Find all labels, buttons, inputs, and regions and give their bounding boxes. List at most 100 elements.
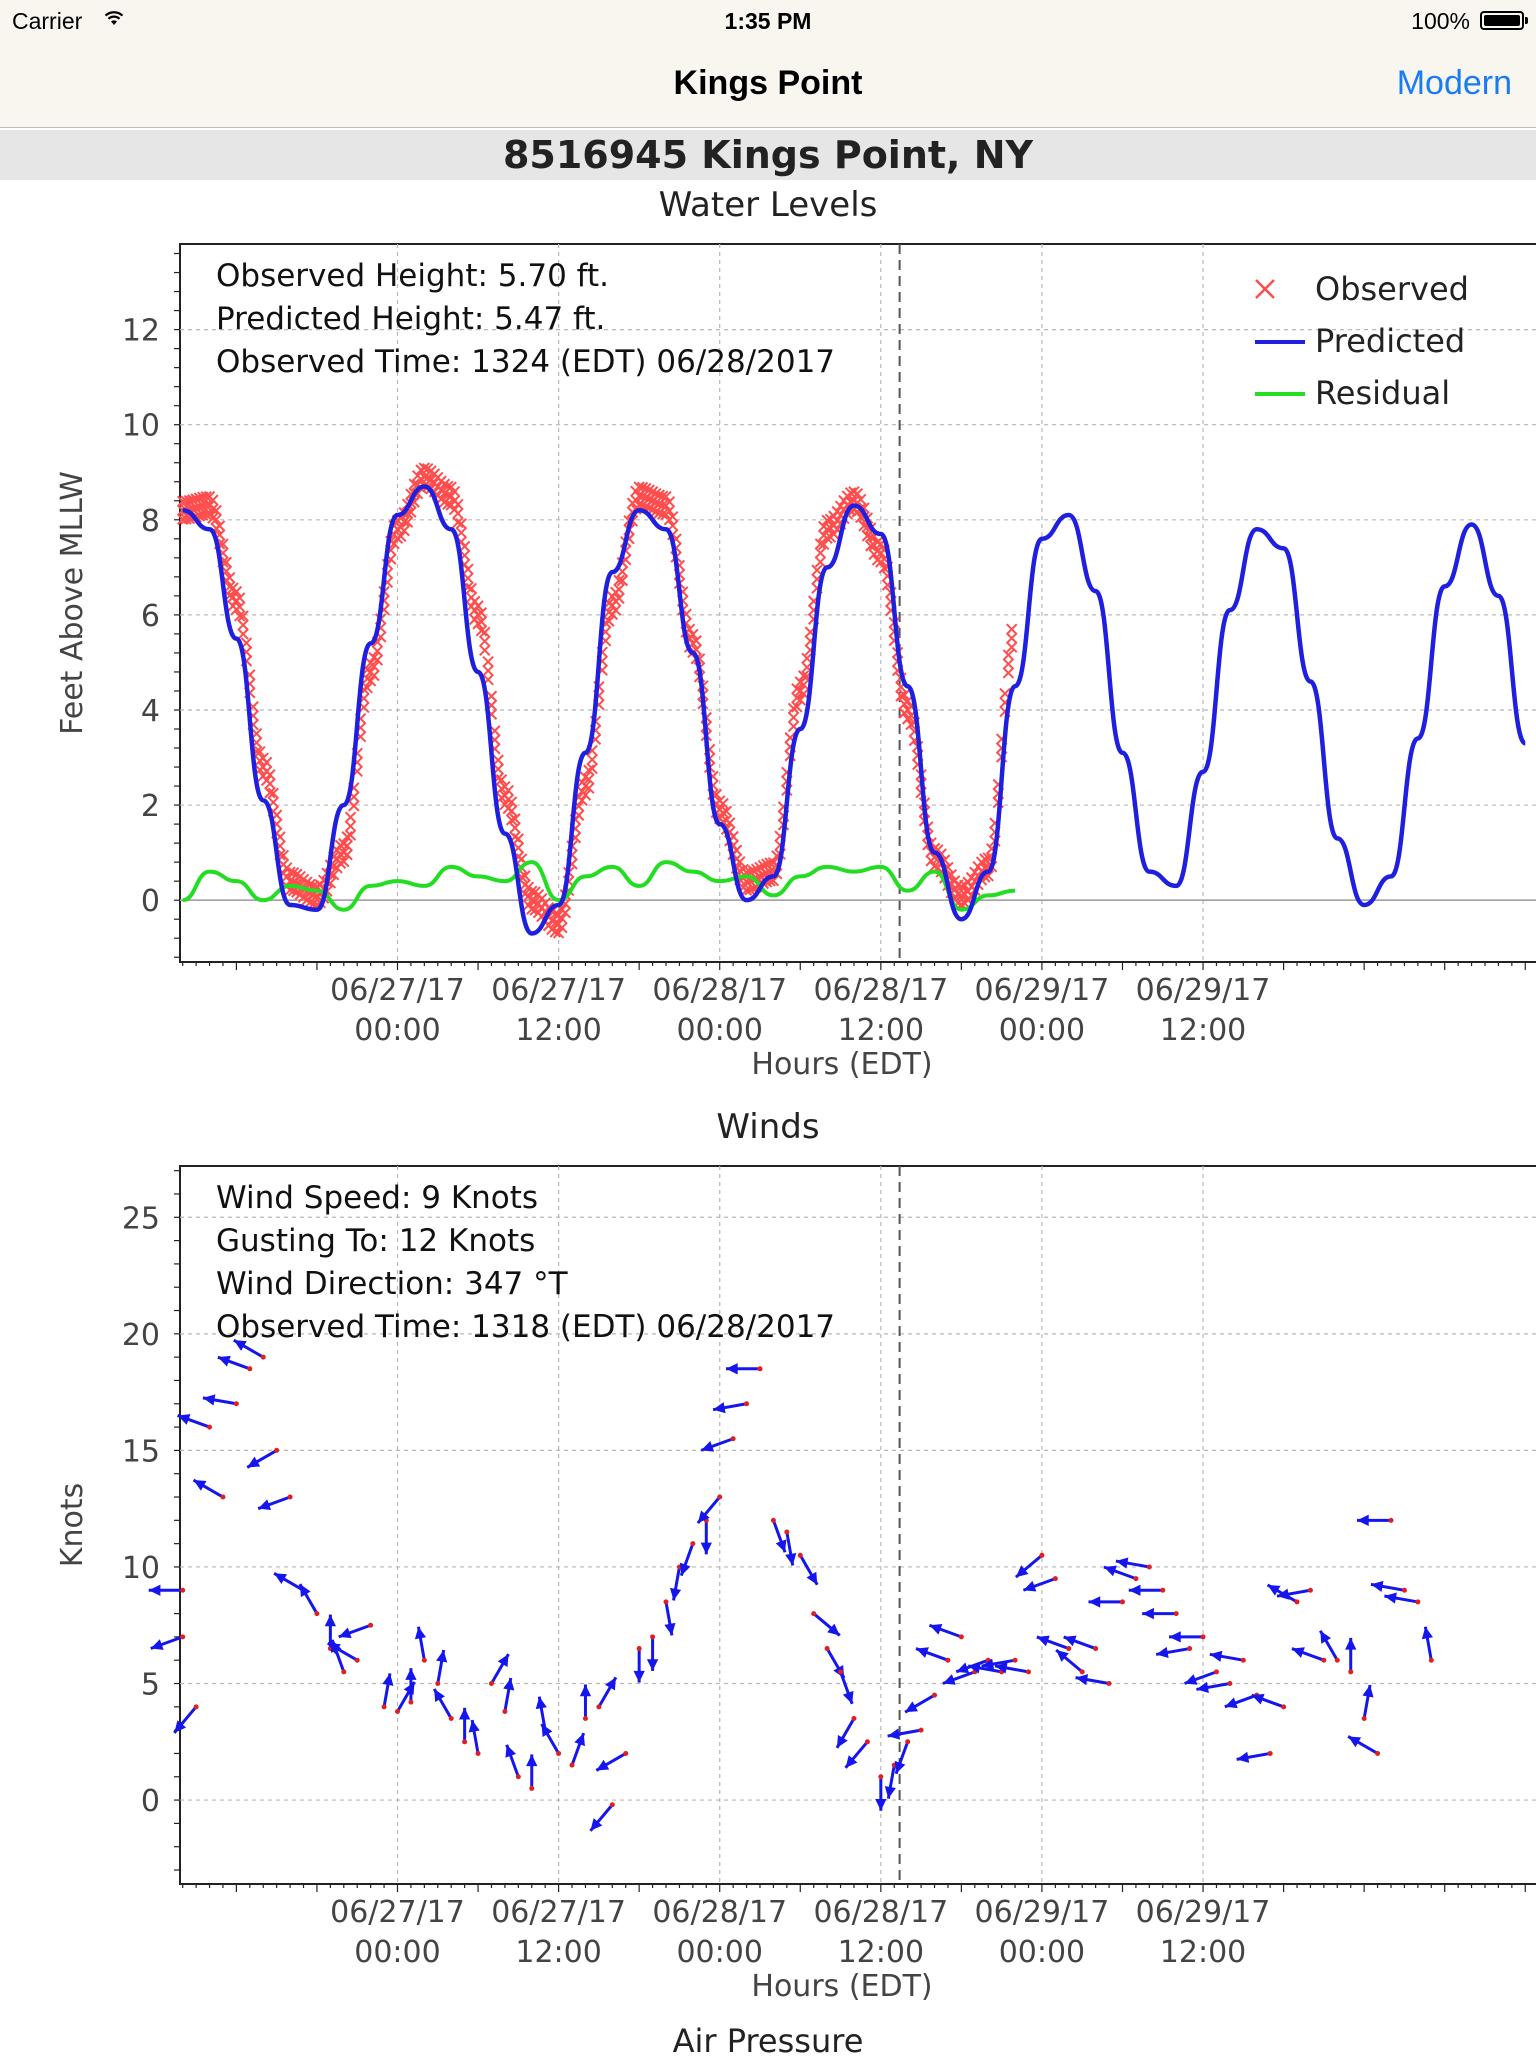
wind-arrow-tail <box>354 1657 360 1663</box>
wind-arrow-head <box>434 1689 445 1703</box>
observed-point <box>556 913 568 925</box>
wind-arrow-tail <box>462 1739 468 1745</box>
observed-point <box>519 870 531 882</box>
wind-arrow-tail <box>623 1750 629 1756</box>
observed-point <box>334 857 347 869</box>
wind-arrow-head <box>775 1539 787 1553</box>
wind-arrow-head <box>956 1662 970 1674</box>
observed-point <box>475 607 488 619</box>
observed-point <box>495 773 508 786</box>
wind-arrow-tail <box>1227 1681 1233 1687</box>
observed-point <box>230 585 243 598</box>
wind-arrow-head <box>981 1658 995 1670</box>
wind-x-tick-label: 06/28/17 <box>813 1895 948 1930</box>
wind-x-tick-label: 06/28/17 <box>652 1895 787 1930</box>
observed-point <box>1002 649 1015 661</box>
wind-x-tick-label: 00:00 <box>999 1935 1085 1970</box>
observed-point <box>234 601 246 613</box>
observed-point <box>234 610 246 622</box>
wind-x-tick-label: 06/27/17 <box>491 1895 626 1930</box>
wind-y-tick-label: 10 <box>122 1551 160 1586</box>
observed-point <box>341 849 353 861</box>
wind-arrow-tail <box>1307 1587 1313 1593</box>
wind-arrow-head <box>497 1654 509 1668</box>
wind-arrow-head <box>942 1674 956 1685</box>
wind-arrow-tail <box>529 1785 535 1791</box>
wind-arrow-tail <box>180 1587 186 1593</box>
observed-point <box>341 840 353 852</box>
wind-arrow-tail <box>918 1727 924 1733</box>
observed-point <box>794 694 806 706</box>
wind-arrow-head <box>1276 1588 1290 1600</box>
wind-arrow-head <box>605 1677 616 1691</box>
modern-button[interactable]: Modern <box>1396 64 1512 102</box>
observed-point <box>787 711 800 724</box>
wind-arrow-head <box>1075 1674 1089 1686</box>
observed-point <box>344 820 357 832</box>
water-y-tick-label: 10 <box>122 409 160 444</box>
observed-point <box>663 496 676 508</box>
wind-arrow-head <box>929 1623 943 1635</box>
observed-point <box>586 753 598 766</box>
wind-info-line: Observed Time: 1318 (EDT) 06/28/2017 <box>216 1309 835 1345</box>
observed-point <box>854 493 867 506</box>
wind-arrow-tail <box>932 1692 938 1698</box>
wind-arrow-head <box>382 1673 394 1686</box>
wind-arrow-head <box>884 1786 896 1799</box>
wind-arrow-head <box>905 1701 919 1713</box>
wind-arrow-tail <box>905 1739 911 1745</box>
wind-arrow-head <box>1142 1607 1154 1620</box>
observed-point <box>371 654 384 666</box>
observed-point <box>452 498 464 511</box>
observed-point <box>821 523 833 536</box>
water-x-axis-label: Hours (EDT) <box>751 1047 932 1082</box>
observed-point <box>717 797 729 810</box>
observed-point <box>667 511 679 523</box>
observed-point <box>442 498 454 510</box>
wind-arrow-head <box>1115 1557 1129 1569</box>
observed-point <box>1002 658 1015 670</box>
wind-arrow-tail <box>784 1529 790 1535</box>
wind-arrow-tail <box>1388 1517 1394 1523</box>
observed-point <box>636 481 649 494</box>
wind-arrow-head <box>405 1668 417 1680</box>
observed-point <box>364 675 377 687</box>
wind-x-tick-label: 12:00 <box>838 1935 924 1970</box>
observed-point <box>458 540 471 553</box>
water-title: Water Levels <box>659 185 878 225</box>
wind-arrow-head <box>713 1402 726 1414</box>
wind-arrow-tail <box>636 1646 642 1652</box>
water-y-tick-label: 2 <box>141 789 160 824</box>
observed-point <box>559 907 572 919</box>
wind-arrow-head <box>1224 1697 1238 1709</box>
wind-x-tick-label: 12:00 <box>1160 1935 1246 1970</box>
observed-point <box>814 556 827 568</box>
wind-arrow-tail <box>811 1611 817 1617</box>
observed-point <box>368 669 380 682</box>
wind-arrow-tail <box>1173 1611 1179 1617</box>
wind-arrow-head <box>1348 1736 1362 1748</box>
observed-point <box>583 764 595 776</box>
wind-x-axis-label: Hours (EDT) <box>751 1969 932 2004</box>
observed-point <box>613 583 625 596</box>
wind-arrow-head <box>458 1707 471 1720</box>
observed-point <box>348 800 360 812</box>
water-x-tick-label: 06/29/17 <box>975 973 1110 1008</box>
observed-point <box>465 582 478 595</box>
observed-point <box>955 880 968 893</box>
observed-point <box>643 484 655 496</box>
water-info-line: Observed Height: 5.70 ft. <box>216 258 609 294</box>
wind-arrow-head <box>1103 1565 1117 1577</box>
water-y-tick-label: 6 <box>141 599 160 634</box>
wind-plot-area <box>179 1165 1536 1885</box>
wind-y-tick-label: 15 <box>122 1434 160 1469</box>
wind-arrow-head <box>875 1799 887 1811</box>
battery-icon <box>1480 11 1528 30</box>
wind-arrow-head <box>1128 1584 1141 1596</box>
observed-point <box>814 547 827 559</box>
observed-point <box>821 532 833 545</box>
wind-arrow-tail <box>1321 1657 1327 1663</box>
observed-point <box>811 564 823 576</box>
observed-point <box>549 917 561 929</box>
clock: 1:35 PM <box>724 8 812 34</box>
